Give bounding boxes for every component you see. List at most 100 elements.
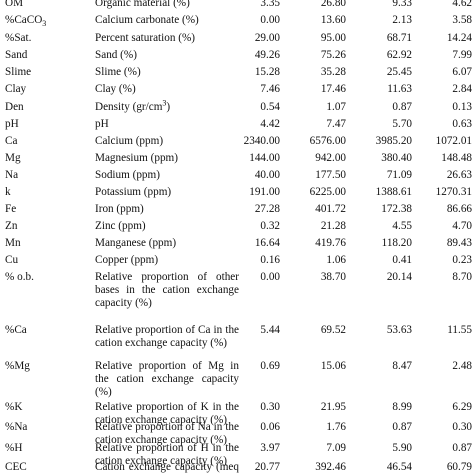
row-description: Sand (%): [95, 49, 239, 62]
value-v3: 4.55: [392, 220, 412, 232]
desc-superscript: 3: [162, 98, 167, 108]
value-v3: 5.70: [392, 118, 412, 130]
abbr-text: pH: [5, 118, 19, 130]
abbr-text: Clay: [5, 83, 27, 95]
value-v3: 9.33: [392, 0, 412, 9]
value-v3: 8.47: [392, 360, 412, 372]
desc-text: Organic material (%): [95, 0, 190, 9]
value-v4: 4.70: [452, 220, 472, 232]
abbr-text: Den: [5, 101, 24, 113]
value-v1: 5.44: [260, 324, 280, 336]
row-description: Relative proportion of Mg in the cation …: [95, 360, 239, 399]
row-description: Magnesium (ppm): [95, 152, 239, 165]
value-v3: 5.90: [392, 442, 412, 454]
value-v1: 0.54: [260, 101, 280, 113]
row-abbreviation: Cu: [5, 254, 93, 267]
desc-text: Calcium carbonate (%): [95, 14, 199, 26]
row-abbreviation: %CaCO3: [5, 14, 93, 29]
abbr-text: %H: [5, 442, 23, 454]
value-v4: 0.23: [452, 254, 472, 266]
value-v2: 69.52: [320, 324, 346, 336]
value-v2: 401.72: [315, 203, 346, 215]
desc-text: Clay (%): [95, 83, 136, 95]
row-abbreviation: pH: [5, 118, 93, 131]
desc-text: Sand (%): [95, 49, 137, 61]
value-v1: 40.00: [254, 169, 280, 181]
desc-text: Slime (%): [95, 66, 141, 78]
value-v1: 20.77: [254, 461, 280, 473]
abbr-text: Slime: [5, 66, 32, 78]
value-v1: 0.00: [260, 271, 280, 283]
value-v1: 3.35: [260, 0, 280, 9]
desc-text: Iron (ppm): [95, 203, 144, 215]
value-v1: 3.97: [260, 442, 280, 454]
row-description: Slime (%): [95, 66, 239, 79]
abbr-text: %Mg: [5, 360, 30, 372]
desc-text: Density (gr/cm: [95, 101, 163, 113]
desc-text: Relative proportion of other bases in th…: [95, 271, 239, 309]
abbr-text: Cu: [5, 254, 19, 266]
value-v2: 21.95: [320, 401, 346, 413]
row-abbreviation: Mg: [5, 152, 93, 165]
desc-text: Manganese (ppm): [95, 237, 177, 249]
value-v2: 6225.00: [309, 186, 346, 198]
value-v3: 20.14: [386, 271, 412, 283]
row-abbreviation: k: [5, 186, 93, 199]
row-description: Relative proportion of Ca in the cation …: [95, 324, 239, 350]
value-v3: 46.54: [386, 461, 412, 473]
row-abbreviation: %Sat.: [5, 32, 93, 45]
value-v2: 35.28: [320, 66, 346, 78]
value-v2: 942.00: [315, 152, 346, 164]
row-description: Relative proportion of H in the cation e…: [95, 442, 239, 468]
desc-text: Relative proportion of K in the cation e…: [95, 401, 239, 426]
value-v2: 17.46: [320, 83, 346, 95]
row-description: Organic material (%): [95, 0, 239, 10]
abbr-text: OM: [5, 0, 24, 9]
row-description: Relative proportion of other bases in th…: [95, 271, 239, 310]
row-description: Cation exchange capacity (meq / 100 g so…: [95, 461, 239, 474]
value-v4: 1072.01: [435, 135, 472, 147]
row-description: Density (gr/cm3): [95, 98, 239, 114]
value-v1: 29.00: [254, 32, 280, 44]
value-v4: 14.24: [446, 32, 472, 44]
value-v4: 1270.31: [435, 186, 472, 198]
value-v4: 0.13: [452, 101, 472, 113]
value-v3: 0.87: [392, 101, 412, 113]
value-v3: 62.92: [386, 49, 412, 61]
value-v4: 0.87: [452, 442, 472, 454]
row-abbreviation: Ca: [5, 135, 93, 148]
value-v1: 0.69: [260, 360, 280, 372]
value-v2: 7.09: [326, 442, 346, 454]
abbr-text: CEC: [5, 461, 27, 473]
value-v1: 0.30: [260, 401, 280, 413]
abbr-text: %K: [5, 401, 23, 413]
desc-text: Zinc (ppm): [95, 220, 146, 232]
value-v3: 172.38: [381, 203, 412, 215]
row-abbreviation: %Mg: [5, 360, 93, 373]
value-v1: 27.28: [254, 203, 280, 215]
value-v4: 11.55: [447, 324, 472, 336]
value-v4: 86.66: [446, 203, 472, 215]
value-v4: 2.84: [452, 83, 472, 95]
row-abbreviation: OM: [5, 0, 93, 10]
desc-text: Potassium (ppm): [95, 186, 172, 198]
value-v2: 21.28: [320, 220, 346, 232]
desc-text: Magnesium (ppm): [95, 152, 178, 164]
value-v4: 6.07: [452, 66, 472, 78]
desc-text: Relative proportion of Mg in the cation …: [95, 360, 239, 398]
row-abbreviation: %Ca: [5, 324, 93, 337]
value-v4: 60.79: [446, 461, 472, 473]
value-v3: 11.63: [387, 83, 412, 95]
value-v2: 6576.00: [309, 135, 346, 147]
value-v1: 0.06: [260, 421, 280, 433]
row-abbreviation: Den: [5, 101, 93, 114]
value-v3: 68.71: [386, 32, 412, 44]
abbr-subscript: 3: [42, 19, 47, 29]
value-v4: 6.29: [452, 401, 472, 413]
value-v4: 2.48: [452, 360, 472, 372]
value-v3: 53.63: [386, 324, 412, 336]
value-v1: 0.32: [260, 220, 280, 232]
row-abbreviation: Sand: [5, 49, 93, 62]
value-v1: 49.26: [254, 49, 280, 61]
abbr-text: Sand: [5, 49, 28, 61]
